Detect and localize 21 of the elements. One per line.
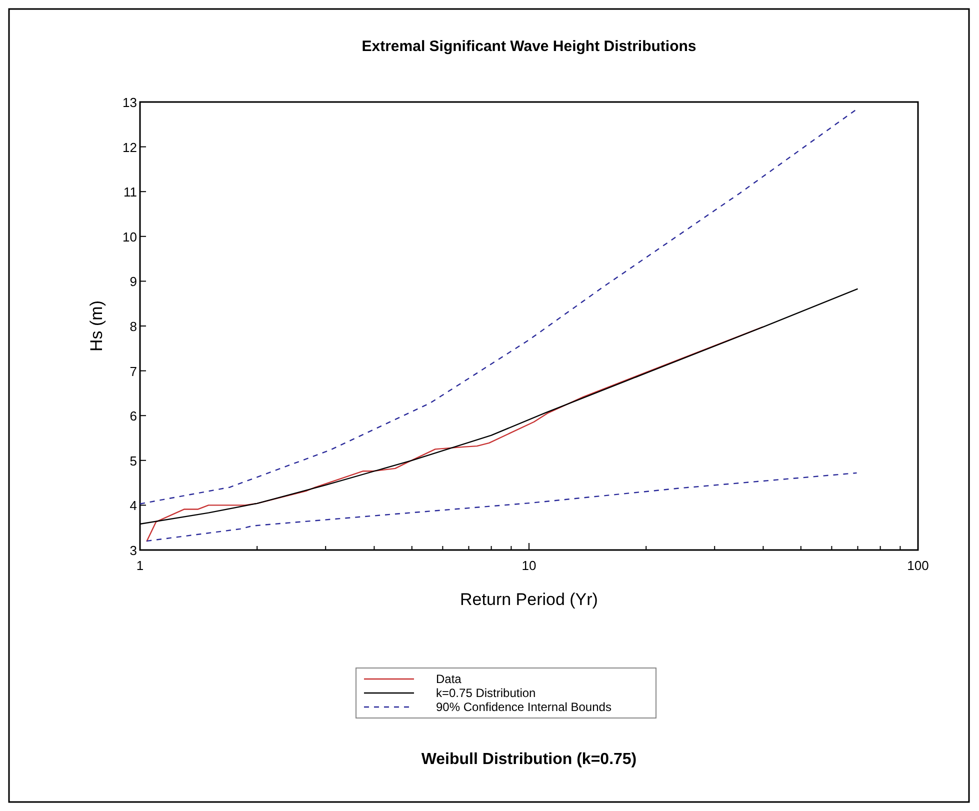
y-tick-label: 11 [124,184,137,200]
x-axis-title: Return Period (Yr) [460,590,598,609]
text: Weibull Distribution (k=0.75) [421,751,637,768]
legend-label: Data [436,672,462,686]
x-tick-label: 100 [907,558,929,573]
y-tick-label: 6 [130,408,137,424]
y-tick-label: 3 [130,543,137,558]
legend-label: 90% Confidence Internal Bounds [436,700,612,714]
y-tick-label: 4 [130,498,137,514]
y-tick-label: 10 [122,229,137,244]
x-tick-label: 1 [136,558,144,573]
y-tick-label: 7 [130,364,137,379]
y-axis-title: Hs (m) [87,300,106,352]
y-tick-label: 5 [130,453,137,468]
y-tick-label: 12 [122,140,137,155]
x-tick-label: 10 [522,558,536,573]
legend-label: k=0.75 Distribution [436,686,536,700]
y-tick-label: 8 [130,319,137,334]
y-tick-label: 9 [130,274,137,290]
chart-title: Extremal Significant Wave Height Distributions [362,38,696,55]
y-tick-label: 13 [122,95,137,110]
